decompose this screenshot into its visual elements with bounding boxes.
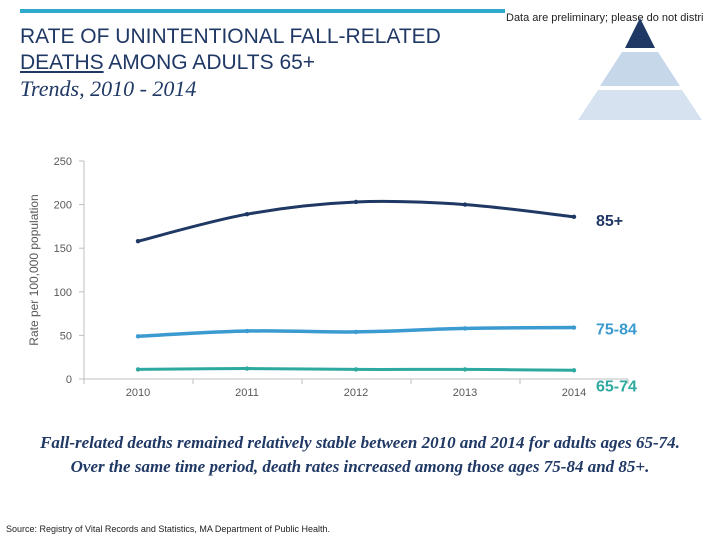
data-point (135, 367, 141, 372)
page-title-line1: RATE OF UNINTENTIONAL FALL-RELATED (20, 25, 441, 48)
data-point (135, 239, 141, 244)
series-label: 85+ (596, 213, 623, 230)
data-point (135, 334, 141, 339)
data-point (462, 202, 468, 207)
series-label: 75-84 (596, 322, 637, 339)
series-label: 65-74 (596, 378, 637, 395)
y-tick-label: 200 (54, 200, 72, 212)
data-point (462, 326, 468, 331)
data-point (353, 367, 359, 372)
pyramid-logo-icon (578, 18, 702, 120)
title-block: RATE OF UNINTENTIONAL FALL-RELATED DEATH… (20, 24, 520, 102)
data-point (353, 199, 359, 205)
data-point (244, 211, 250, 217)
page-title-underlined-word: DEATHS (20, 51, 104, 74)
data-point (244, 366, 250, 371)
series-line-85plus (136, 199, 576, 243)
data-point (571, 214, 577, 220)
chart-series (135, 199, 577, 373)
data-point (353, 329, 359, 335)
page-subtitle: Trends, 2010 - 2014 (20, 76, 197, 101)
pyramid-middle-icon (600, 52, 680, 86)
disclaimer-text: Data are preliminary; please do not dist… (506, 12, 704, 24)
x-tick-label: 2013 (453, 387, 477, 399)
x-tick-label: 2014 (562, 387, 586, 399)
x-tick-label: 2010 (126, 387, 150, 399)
source-note: Source: Registry of Vital Records and St… (6, 524, 330, 534)
data-point (462, 367, 468, 372)
page-title-line2-rest: AMONG ADULTS 65+ (103, 51, 316, 74)
y-tick-label: 250 (54, 156, 72, 168)
x-tick-label: 2012 (344, 387, 368, 399)
page-title-line2: DEATHS AMONG ADULTS 65+ (20, 50, 520, 76)
y-tick-label: 50 (60, 330, 72, 342)
chart-caption: Fall-related deaths remained relatively … (40, 433, 680, 476)
x-tick-label: 2011 (235, 387, 259, 399)
y-axis-label: Rate per 100,000 population (27, 194, 41, 345)
data-point (244, 328, 250, 334)
top-accent-rule (20, 9, 505, 13)
chart-axes: 0 50 100 150 200 250 2010 2011 2012 2013 2014 Rate … (27, 156, 629, 399)
line-chart: 0 50 100 150 200 250 2010 2011 2012 2013 2014 Rate … (27, 156, 637, 399)
y-tick-label: 100 (54, 287, 72, 299)
y-tick-label: 0 (66, 374, 72, 386)
pyramid-top-icon (625, 18, 655, 48)
pyramid-bottom-icon (578, 90, 702, 120)
y-tick-label: 150 (54, 243, 72, 255)
data-point (571, 368, 577, 373)
chart-labels: 85+ 75-84 65-74 (596, 213, 637, 395)
data-point (571, 325, 577, 330)
